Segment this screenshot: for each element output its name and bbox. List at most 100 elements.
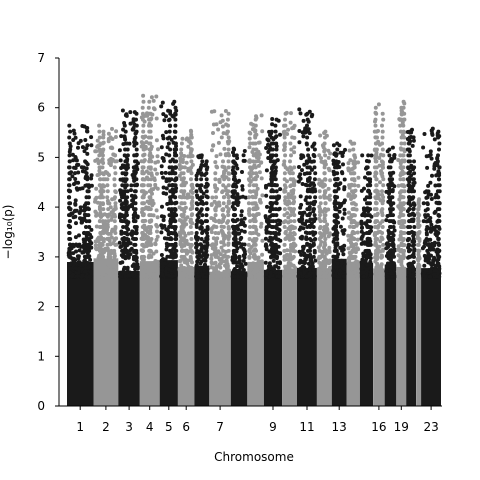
data-point bbox=[124, 183, 129, 188]
data-point bbox=[269, 270, 273, 275]
data-point bbox=[124, 219, 129, 224]
data-point bbox=[264, 146, 269, 150]
data-point bbox=[194, 237, 199, 241]
data-point bbox=[368, 270, 373, 275]
data-point bbox=[254, 213, 259, 218]
data-point bbox=[331, 162, 336, 166]
data-point bbox=[435, 189, 440, 194]
data-point bbox=[322, 171, 327, 176]
data-point bbox=[231, 242, 236, 247]
data-point bbox=[323, 237, 328, 241]
data-point bbox=[128, 252, 133, 257]
data-point bbox=[73, 235, 78, 240]
data-point bbox=[411, 138, 416, 143]
data-point bbox=[274, 264, 279, 269]
data-point bbox=[106, 248, 111, 253]
data-point bbox=[353, 264, 358, 269]
data-point bbox=[411, 237, 416, 241]
data-point bbox=[98, 254, 102, 259]
data-point bbox=[305, 207, 310, 212]
data-point bbox=[213, 177, 218, 182]
data-point bbox=[232, 147, 237, 152]
data-point bbox=[425, 248, 430, 253]
data-point bbox=[264, 183, 268, 188]
data-point bbox=[374, 183, 379, 188]
data-point bbox=[301, 118, 306, 123]
data-point bbox=[120, 171, 125, 176]
data-point bbox=[291, 201, 296, 206]
data-point bbox=[117, 240, 122, 245]
data-point bbox=[271, 177, 275, 182]
data-point bbox=[374, 177, 379, 182]
data-point bbox=[195, 242, 200, 247]
y-tick-label: 6 bbox=[37, 101, 45, 115]
data-point bbox=[253, 123, 258, 128]
data-point bbox=[340, 154, 345, 158]
data-point bbox=[205, 207, 210, 212]
data-point bbox=[194, 207, 199, 212]
data-point bbox=[142, 144, 147, 149]
data-point bbox=[263, 214, 268, 219]
data-point bbox=[72, 182, 76, 187]
data-point bbox=[125, 213, 129, 218]
data-point bbox=[231, 248, 236, 253]
data-point bbox=[320, 267, 325, 271]
chromosome-group bbox=[296, 107, 318, 406]
data-point bbox=[75, 163, 79, 167]
data-point bbox=[346, 246, 351, 251]
data-point bbox=[220, 124, 225, 129]
data-point bbox=[308, 264, 313, 269]
data-point bbox=[335, 147, 340, 152]
data-point bbox=[274, 153, 279, 158]
data-point bbox=[335, 141, 340, 146]
data-point bbox=[302, 271, 307, 276]
data-point bbox=[97, 135, 102, 140]
y-tick-label: 0 bbox=[37, 399, 45, 413]
data-point bbox=[84, 225, 88, 229]
data-point bbox=[213, 219, 218, 224]
data-point bbox=[301, 221, 306, 226]
data-point bbox=[86, 237, 91, 241]
data-point bbox=[141, 171, 146, 176]
data-point bbox=[226, 189, 231, 194]
data-point bbox=[194, 201, 199, 206]
data-point bbox=[78, 138, 83, 143]
data-point bbox=[366, 177, 371, 182]
data-point bbox=[365, 165, 370, 170]
data-point bbox=[93, 243, 98, 248]
data-point bbox=[352, 237, 357, 241]
chromosome-group bbox=[384, 145, 397, 406]
data-point bbox=[274, 219, 279, 224]
data-point bbox=[352, 261, 357, 265]
data-point bbox=[101, 225, 106, 229]
data-point bbox=[102, 259, 107, 264]
data-point bbox=[364, 267, 369, 272]
data-point bbox=[97, 153, 102, 158]
data-point bbox=[199, 225, 204, 229]
data-point bbox=[73, 266, 78, 271]
data-point bbox=[402, 219, 407, 224]
data-point bbox=[274, 147, 279, 152]
data-point bbox=[163, 170, 168, 175]
data-point bbox=[124, 177, 129, 182]
data-point bbox=[248, 231, 253, 235]
data-point bbox=[149, 213, 154, 218]
data-point bbox=[352, 153, 357, 158]
point-band bbox=[209, 271, 231, 406]
data-point bbox=[326, 155, 331, 160]
x-tick-label: 4 bbox=[146, 420, 154, 434]
data-point bbox=[82, 149, 87, 154]
data-point bbox=[243, 272, 248, 277]
data-point bbox=[84, 171, 89, 176]
data-point bbox=[388, 207, 392, 212]
data-point bbox=[334, 153, 339, 158]
data-point bbox=[219, 113, 224, 118]
data-point bbox=[142, 201, 146, 206]
data-point bbox=[84, 219, 89, 224]
data-point bbox=[168, 195, 173, 200]
data-point bbox=[213, 254, 218, 259]
data-point bbox=[270, 153, 275, 158]
data-point bbox=[254, 114, 258, 119]
data-point bbox=[387, 147, 392, 152]
data-point bbox=[298, 176, 303, 181]
